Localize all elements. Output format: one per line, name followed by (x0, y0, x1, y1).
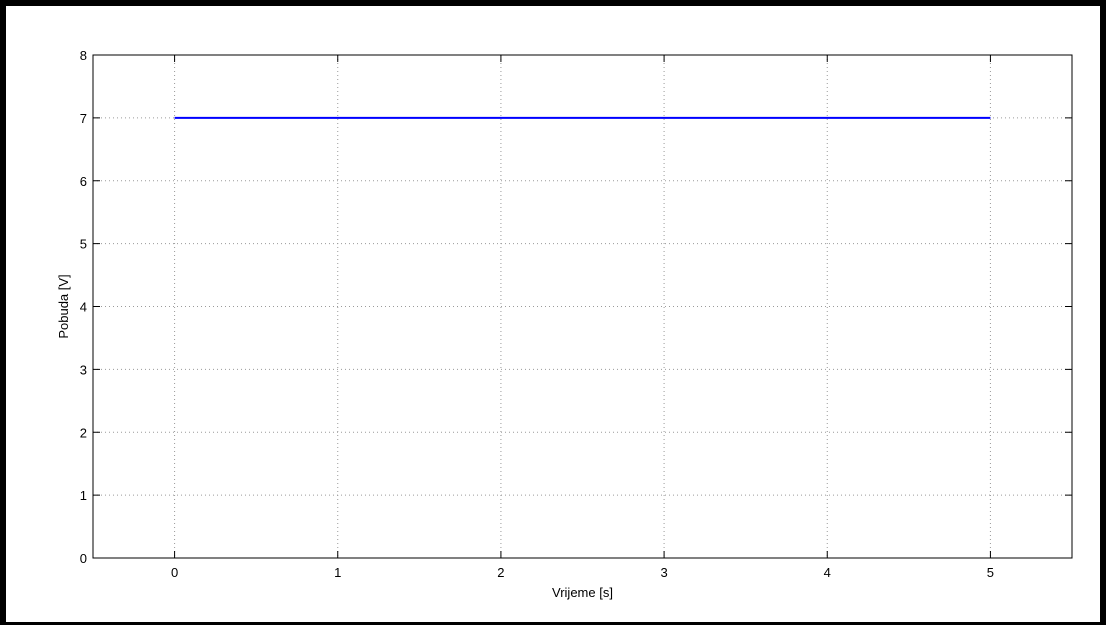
y-tick-label: 2 (80, 425, 87, 440)
grid-lines (93, 54, 1072, 559)
x-tick-label: 4 (824, 565, 831, 580)
y-tick-label: 1 (80, 488, 87, 503)
x-tick-label: 3 (660, 565, 667, 580)
y-tick-label: 3 (80, 362, 87, 377)
ticks-group: 0 1 2 3 4 5 0 1 2 3 4 5 6 7 8 (80, 48, 1072, 580)
y-tick-label: 5 (80, 237, 87, 252)
x-tick-label: 0 (171, 565, 178, 580)
y-axis-label: Pobuda [V] (56, 274, 71, 338)
x-axis-label: Vrijeme [s] (552, 585, 613, 600)
y-tick-label: 8 (80, 48, 87, 63)
y-tick-label: 0 (80, 551, 87, 566)
x-tick-label: 5 (987, 565, 994, 580)
y-tick-label: 6 (80, 174, 87, 189)
x-tick-label: 2 (497, 565, 504, 580)
y-tick-label: 4 (80, 300, 87, 315)
x-tick-label: 1 (334, 565, 341, 580)
y-tick-label: 7 (80, 111, 87, 126)
